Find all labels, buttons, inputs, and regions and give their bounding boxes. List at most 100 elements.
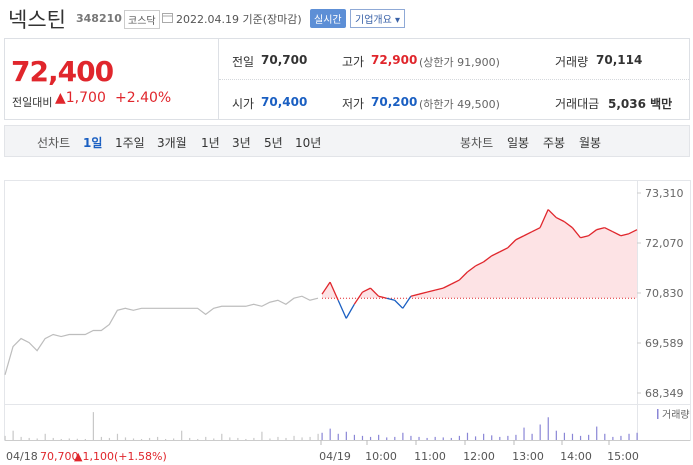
- volume-bar: [483, 433, 485, 440]
- volume-bar: [361, 435, 364, 440]
- volume-bar: [4, 435, 6, 440]
- tab[interactable]: 월봉: [579, 136, 602, 150]
- volume-bar: [317, 433, 319, 440]
- volume-bar: [531, 433, 533, 440]
- volume-bar: [458, 435, 461, 440]
- volume-bar: [571, 433, 574, 440]
- volume-bar: [474, 436, 477, 440]
- volume-bar: [92, 412, 94, 440]
- period-tabs: 선차트 1일 1주일 3개월 1년 3년 5년 10년 봉차트 일봉 주봉 월봉: [4, 125, 690, 157]
- volume-bar: [410, 435, 412, 440]
- volume-bar: [20, 436, 22, 440]
- volume-bar: [394, 436, 396, 440]
- today-segment: [418, 291, 428, 295]
- prev-day-line: [4, 295, 319, 375]
- volume-bar: [612, 436, 614, 440]
- volume-bar: [337, 433, 339, 440]
- volume-bar: [189, 437, 191, 440]
- tab[interactable]: 일봉: [507, 136, 530, 150]
- x-tick-label: 11:00: [414, 450, 446, 463]
- volume-bar: [507, 435, 509, 440]
- today-segment: [426, 289, 436, 293]
- volume-bar: [434, 436, 436, 440]
- volume-bar: [442, 437, 444, 440]
- volume-bar: [173, 438, 175, 440]
- volume-bar: [60, 438, 62, 440]
- volume-bar: [197, 438, 199, 440]
- today-segment: [362, 287, 371, 293]
- volume-bar: [426, 437, 428, 440]
- today-segment: [483, 255, 493, 263]
- row-separator: [219, 79, 689, 80]
- today-segment: [507, 239, 517, 249]
- stat-label: 저가: [342, 97, 365, 111]
- today-segment: [531, 227, 541, 233]
- volume-bar: [402, 432, 404, 440]
- volume-bar: [563, 432, 566, 440]
- today-segment: [515, 235, 525, 241]
- stat-note: (하한가 49,500): [419, 98, 500, 111]
- footer-price: 70,700: [40, 450, 79, 463]
- volume-bar: [165, 438, 167, 440]
- volume-bar: [116, 433, 119, 440]
- volume-bar: [523, 427, 525, 440]
- volume-bar: [277, 436, 279, 440]
- today-segment: [402, 295, 412, 309]
- tab[interactable]: 1주일: [115, 136, 145, 150]
- today-segment: [370, 287, 379, 297]
- today-segment: [378, 295, 387, 299]
- volume-bar: [148, 437, 151, 440]
- today-segment: [571, 227, 581, 239]
- volume-bar: [309, 436, 311, 440]
- company-label: 기업개요: [355, 15, 392, 26]
- volume-bar: [269, 438, 271, 440]
- tab[interactable]: 주봉: [543, 136, 566, 150]
- volume-legend-mark: [657, 409, 659, 419]
- volume-bar: [76, 438, 78, 440]
- volume-bar: [261, 431, 263, 440]
- stat-value: 70,700: [261, 53, 308, 67]
- volume-bar: [321, 432, 323, 440]
- volume-bar: [285, 437, 287, 440]
- stat-label: 전일: [232, 55, 255, 69]
- today-area: [322, 209, 637, 299]
- tab[interactable]: 1년: [201, 136, 220, 150]
- tab[interactable]: 3개월: [157, 136, 187, 150]
- volume-bar: [329, 428, 331, 440]
- summary-box: 72,400 전일대비 ▲1,700 +2.40% 전일 70,700 고가 7…: [4, 38, 690, 120]
- volume-bar: [156, 436, 159, 440]
- stat-note: (상한가 91,900): [419, 56, 500, 69]
- price-panel: 72,400 전일대비 ▲1,700 +2.40%: [5, 39, 219, 119]
- volume-bar: [293, 435, 295, 440]
- volume-bar: [44, 433, 46, 440]
- x-tick-label: 12:00: [463, 450, 495, 463]
- tab[interactable]: 3년: [232, 136, 251, 150]
- volume-bar: [12, 430, 14, 440]
- change-percent: +2.40%: [115, 90, 172, 106]
- volume-bar: [353, 434, 356, 440]
- today-segment: [491, 251, 500, 257]
- company-button[interactable]: 기업개요 ▾: [350, 9, 406, 28]
- market-badge: 코스닥: [124, 10, 160, 29]
- volume-bar: [555, 430, 557, 440]
- stat-value: 70,114: [596, 53, 643, 67]
- today-segment: [345, 303, 355, 319]
- today-segment: [555, 217, 565, 223]
- volume-bar: [213, 438, 215, 440]
- base-date: 2022.04.19 기준(장마감): [176, 13, 302, 26]
- today-segment: [458, 271, 468, 281]
- stat-value: 5,036 백만: [608, 97, 673, 111]
- tab[interactable]: 5년: [264, 136, 283, 150]
- today-segment: [321, 281, 331, 295]
- volume-bar: [450, 437, 452, 440]
- today-segment: [563, 221, 573, 229]
- volume-bar: [181, 430, 183, 440]
- tab[interactable]: 10년: [295, 136, 322, 150]
- tab[interactable]: 1일: [83, 136, 103, 150]
- x-tick-label: 04/19: [319, 450, 351, 463]
- volume-bar: [345, 431, 347, 440]
- today-segment: [547, 209, 557, 219]
- realtime-button[interactable]: 실시간: [310, 9, 346, 28]
